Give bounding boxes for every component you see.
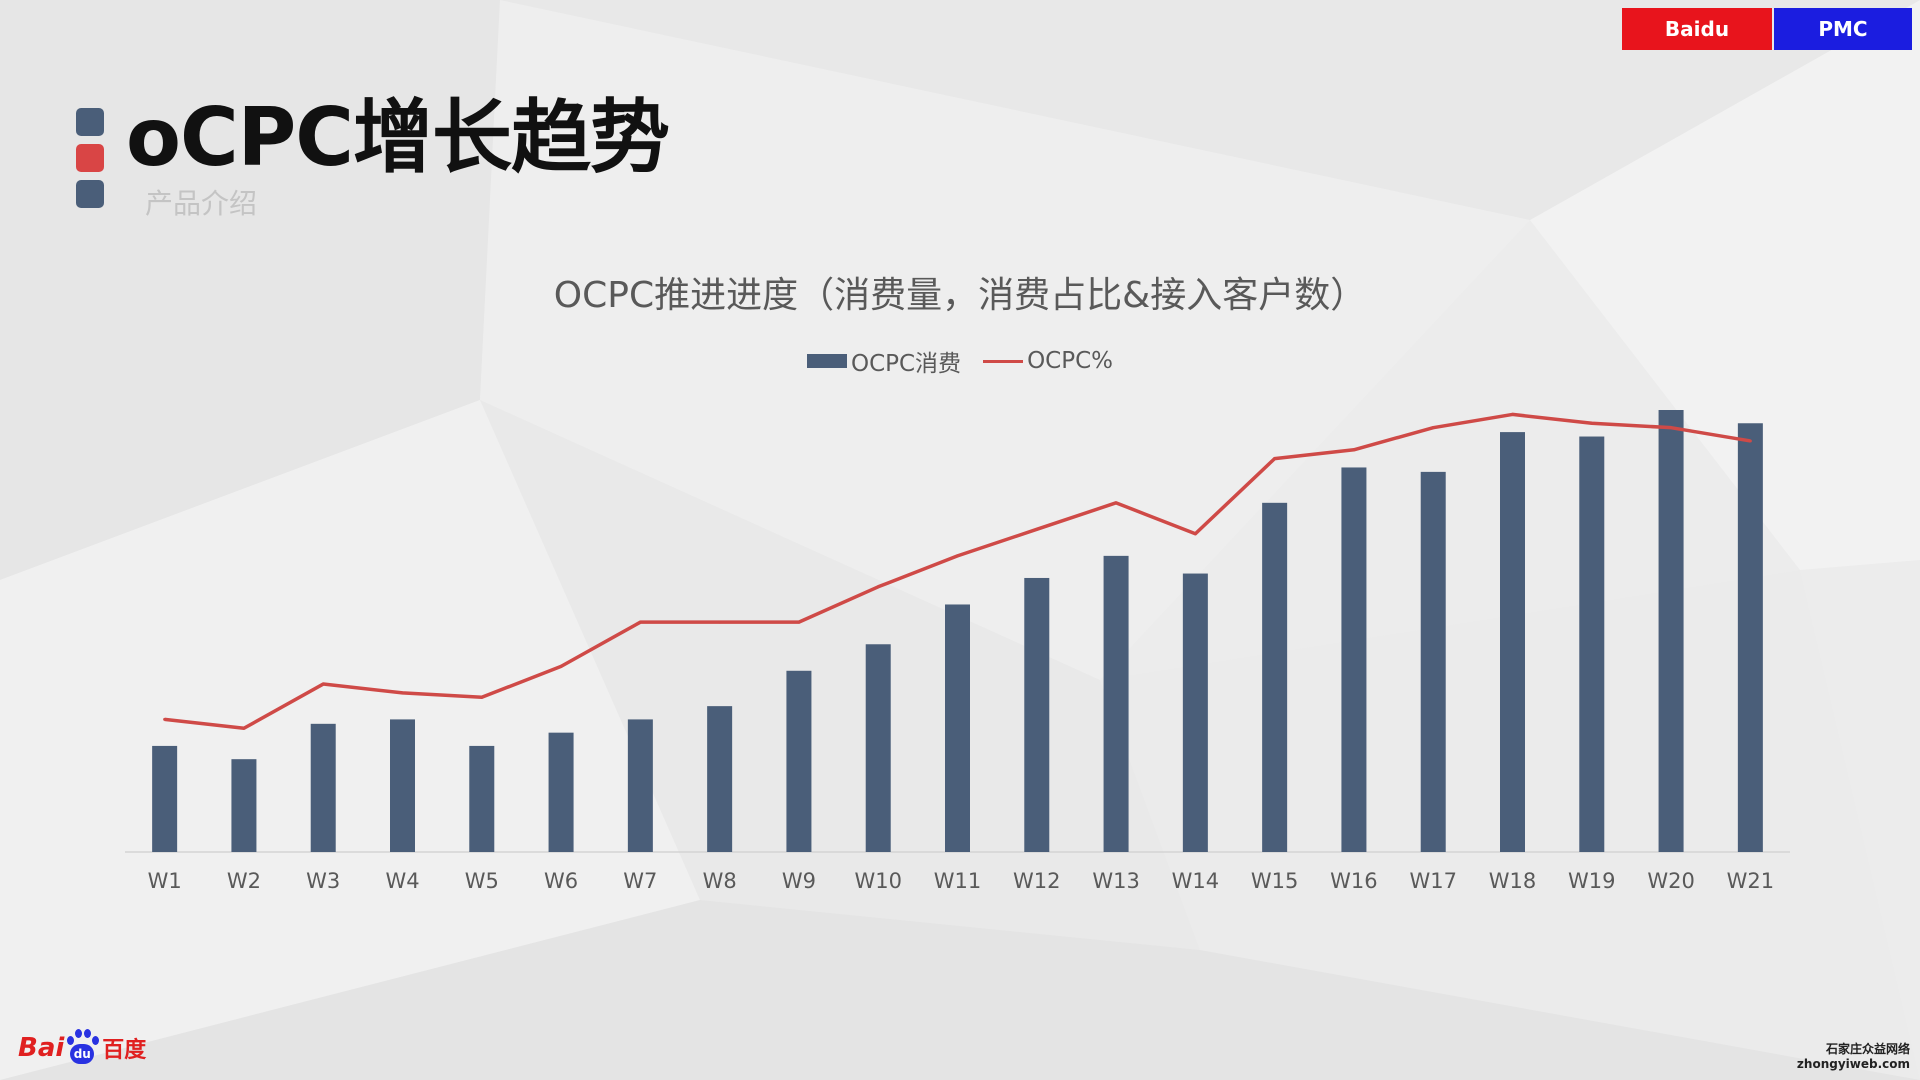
bar-w21: [1737, 423, 1763, 852]
bar-w19: [1579, 436, 1605, 852]
bar-w11: [945, 604, 970, 852]
bar-w14: [1182, 573, 1208, 852]
bar-w20: [1658, 410, 1684, 852]
baidu-tag: Baidu: [1622, 8, 1772, 50]
chart-title: OCPC推进进度（消费量，消费占比&接入客户数）: [553, 275, 1367, 316]
line-point-w9: [797, 620, 801, 624]
line-point-w17: [1431, 426, 1435, 430]
bar-w7: [627, 719, 653, 852]
x-tick-label: W11: [934, 869, 982, 893]
paw-icon: du: [64, 1028, 100, 1068]
decor-square-middle: [76, 144, 104, 172]
line-point-w21: [1748, 439, 1752, 443]
bar-w15: [1262, 502, 1288, 852]
x-tick-label: W13: [1092, 869, 1140, 893]
line-point-w13: [1114, 501, 1118, 505]
x-tick-label: W4: [385, 869, 419, 893]
line-point-w5: [480, 695, 484, 699]
x-tick-label: W1: [148, 869, 182, 893]
logo-bai-text: Bai: [18, 1033, 65, 1063]
baidu-logo: Bai du 百度: [18, 1026, 146, 1070]
legend-swatch-bar: [806, 354, 847, 368]
decor-square-top: [76, 108, 104, 136]
legend-label-bar: OCPC消费: [850, 351, 962, 377]
x-tick-label: W21: [1727, 869, 1775, 893]
logo-du-text: du: [73, 1047, 91, 1061]
line-point-w2: [242, 726, 246, 730]
x-tick-label: W14: [1172, 869, 1220, 893]
bar-w3: [310, 723, 336, 852]
bar-w17: [1420, 471, 1446, 852]
line-point-w3: [321, 682, 325, 686]
pmc-tag: PMC: [1774, 8, 1912, 50]
bar-w13: [1103, 555, 1129, 852]
x-tick-label: W6: [544, 869, 578, 893]
line-point-w19: [1590, 421, 1594, 425]
page-title: oCPC增长趋势: [126, 91, 670, 184]
line-point-w10: [876, 585, 880, 589]
line-point-w7: [638, 620, 642, 624]
line-point-w8: [718, 620, 722, 624]
bar-w1: [152, 745, 178, 852]
line-point-w14: [1193, 532, 1197, 536]
page-subtitle: 产品介绍: [145, 187, 258, 220]
decor-square-bottom: [76, 180, 104, 208]
line-point-w15: [1273, 457, 1277, 461]
x-tick-label: W12: [1013, 869, 1061, 893]
legend-label-line: OCPC%: [1027, 348, 1114, 374]
x-tick-label: W5: [465, 869, 499, 893]
bar-w4: [390, 719, 415, 852]
line-point-w12: [1035, 527, 1039, 531]
x-tick-label: W2: [227, 869, 261, 893]
bar-w8: [707, 706, 733, 852]
x-tick-label: W8: [703, 869, 737, 893]
watermark-line-2: zhongyiweb.com: [1796, 1057, 1910, 1071]
line-point-w16: [1352, 448, 1356, 452]
x-tick-label: W20: [1647, 869, 1695, 893]
x-tick-label: W3: [306, 869, 340, 893]
line-point-w4: [401, 691, 404, 695]
bar-w5: [469, 745, 495, 852]
x-tick-label: W16: [1330, 869, 1378, 893]
line-point-w1: [163, 717, 167, 721]
x-tick-label: W19: [1568, 869, 1616, 893]
watermark: 石家庄众益网络 zhongyiweb.com: [1797, 1042, 1910, 1072]
bar-w2: [231, 759, 257, 852]
legend-item-bar: OCPC消费: [806, 344, 962, 378]
x-tick-label: W7: [623, 869, 657, 893]
bar-w16: [1341, 467, 1367, 852]
watermark-line-1: 石家庄众益网络: [1825, 1042, 1910, 1056]
bar-w6: [548, 732, 574, 852]
line-point-w18: [1511, 412, 1514, 416]
line-point-w20: [1669, 426, 1673, 430]
x-tick-label: W15: [1251, 869, 1299, 893]
chart-legend: OCPC消费 OCPC%: [0, 344, 1920, 378]
bar-w10: [865, 644, 891, 852]
x-tick-label: W10: [854, 869, 902, 893]
legend-item-line: OCPC%: [983, 348, 1113, 374]
bar-w9: [786, 670, 812, 852]
line-point-w6: [559, 664, 563, 668]
x-tick-label: W18: [1489, 869, 1537, 893]
logo-chinese-text: 百度: [102, 1038, 147, 1063]
legend-swatch-line: [983, 359, 1024, 363]
bar-w18: [1500, 432, 1525, 852]
line-point-w11: [956, 554, 959, 558]
x-tick-label: W17: [1409, 869, 1457, 893]
bar-w12: [1024, 577, 1050, 852]
x-tick-label: W9: [782, 869, 816, 893]
